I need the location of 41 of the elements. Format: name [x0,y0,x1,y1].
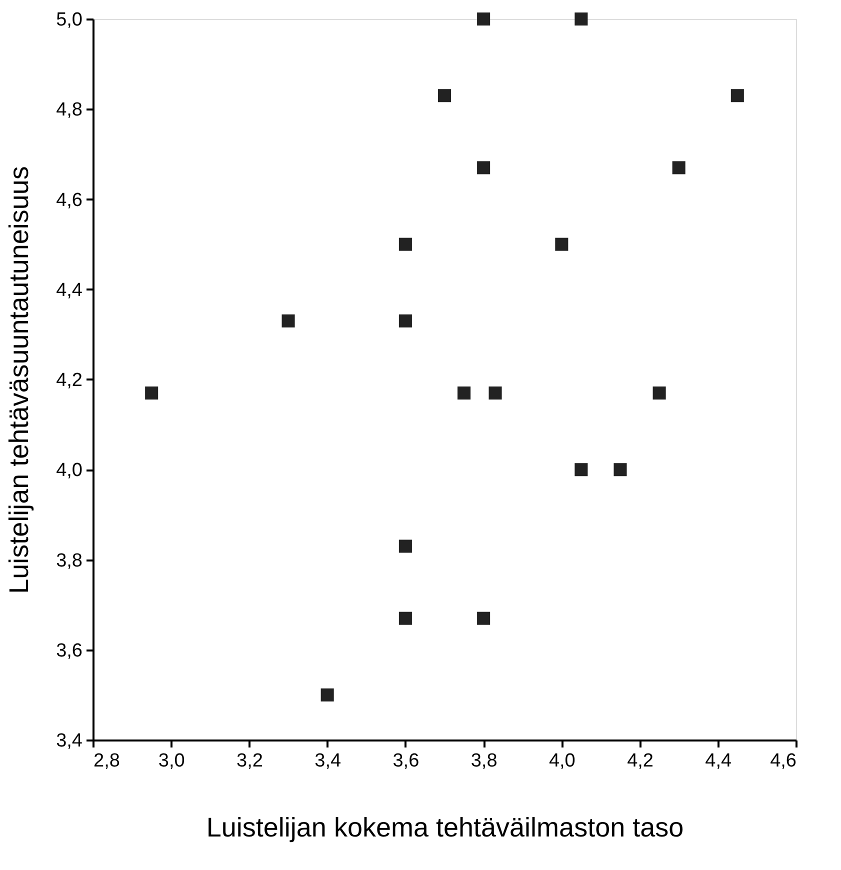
y-tick-label: 5,0 [56,10,82,30]
x-tick-label: 4,0 [548,750,576,772]
point [398,238,412,251]
y-tick-label: 4,8 [56,100,82,121]
point [282,314,295,328]
y-tick-label: 3,4 [56,730,83,752]
y-tick-label: 4,2 [56,370,82,391]
point [477,161,490,174]
y-tick-label: 4,4 [56,280,83,301]
x-tick-label: 2,8 [94,750,120,772]
x-tick-label: 3,8 [470,750,498,772]
x-tick-label: 3,6 [392,750,420,772]
point [320,688,334,702]
point [477,612,490,625]
x-tick-label: 3,0 [158,750,185,772]
point [574,12,588,26]
point [145,386,158,400]
point [398,314,412,328]
x-tick-label: 3,4 [314,750,342,772]
point [488,386,502,400]
y-axis-title: Luistelijan tehtäväsuuntautuneisuus [4,166,34,594]
x-axis-title: Luistelijan kokema tehtäväilmaston taso [206,812,684,842]
x-tick-label: 4,6 [770,750,796,772]
point [614,463,627,476]
point [398,612,412,625]
y-tick-label: 4,0 [56,460,82,482]
x-tick-label: 4,2 [627,750,654,772]
point [438,89,452,102]
point [398,540,412,553]
y-tick-label: 4,6 [56,190,82,211]
point [652,386,666,400]
x-tick-label: 4,4 [705,750,732,772]
y-tick-label: 3,8 [56,550,82,572]
point [730,89,744,102]
point [555,238,568,251]
point [672,161,686,174]
point [458,386,471,400]
x-tick-label: 3,2 [236,750,263,772]
point [477,12,490,26]
point [574,463,588,476]
y-tick-label: 3,6 [56,640,82,662]
